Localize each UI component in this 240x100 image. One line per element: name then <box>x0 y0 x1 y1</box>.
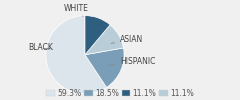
Wedge shape <box>46 16 107 94</box>
Wedge shape <box>85 48 124 87</box>
Text: WHITE: WHITE <box>63 4 88 16</box>
Legend: 59.3%, 18.5%, 11.1%, 11.1%: 59.3%, 18.5%, 11.1%, 11.1% <box>46 88 194 98</box>
Text: ASIAN: ASIAN <box>111 35 144 44</box>
Wedge shape <box>85 16 110 55</box>
Text: BLACK: BLACK <box>28 43 53 52</box>
Text: HISPANIC: HISPANIC <box>109 57 156 66</box>
Wedge shape <box>85 25 124 55</box>
